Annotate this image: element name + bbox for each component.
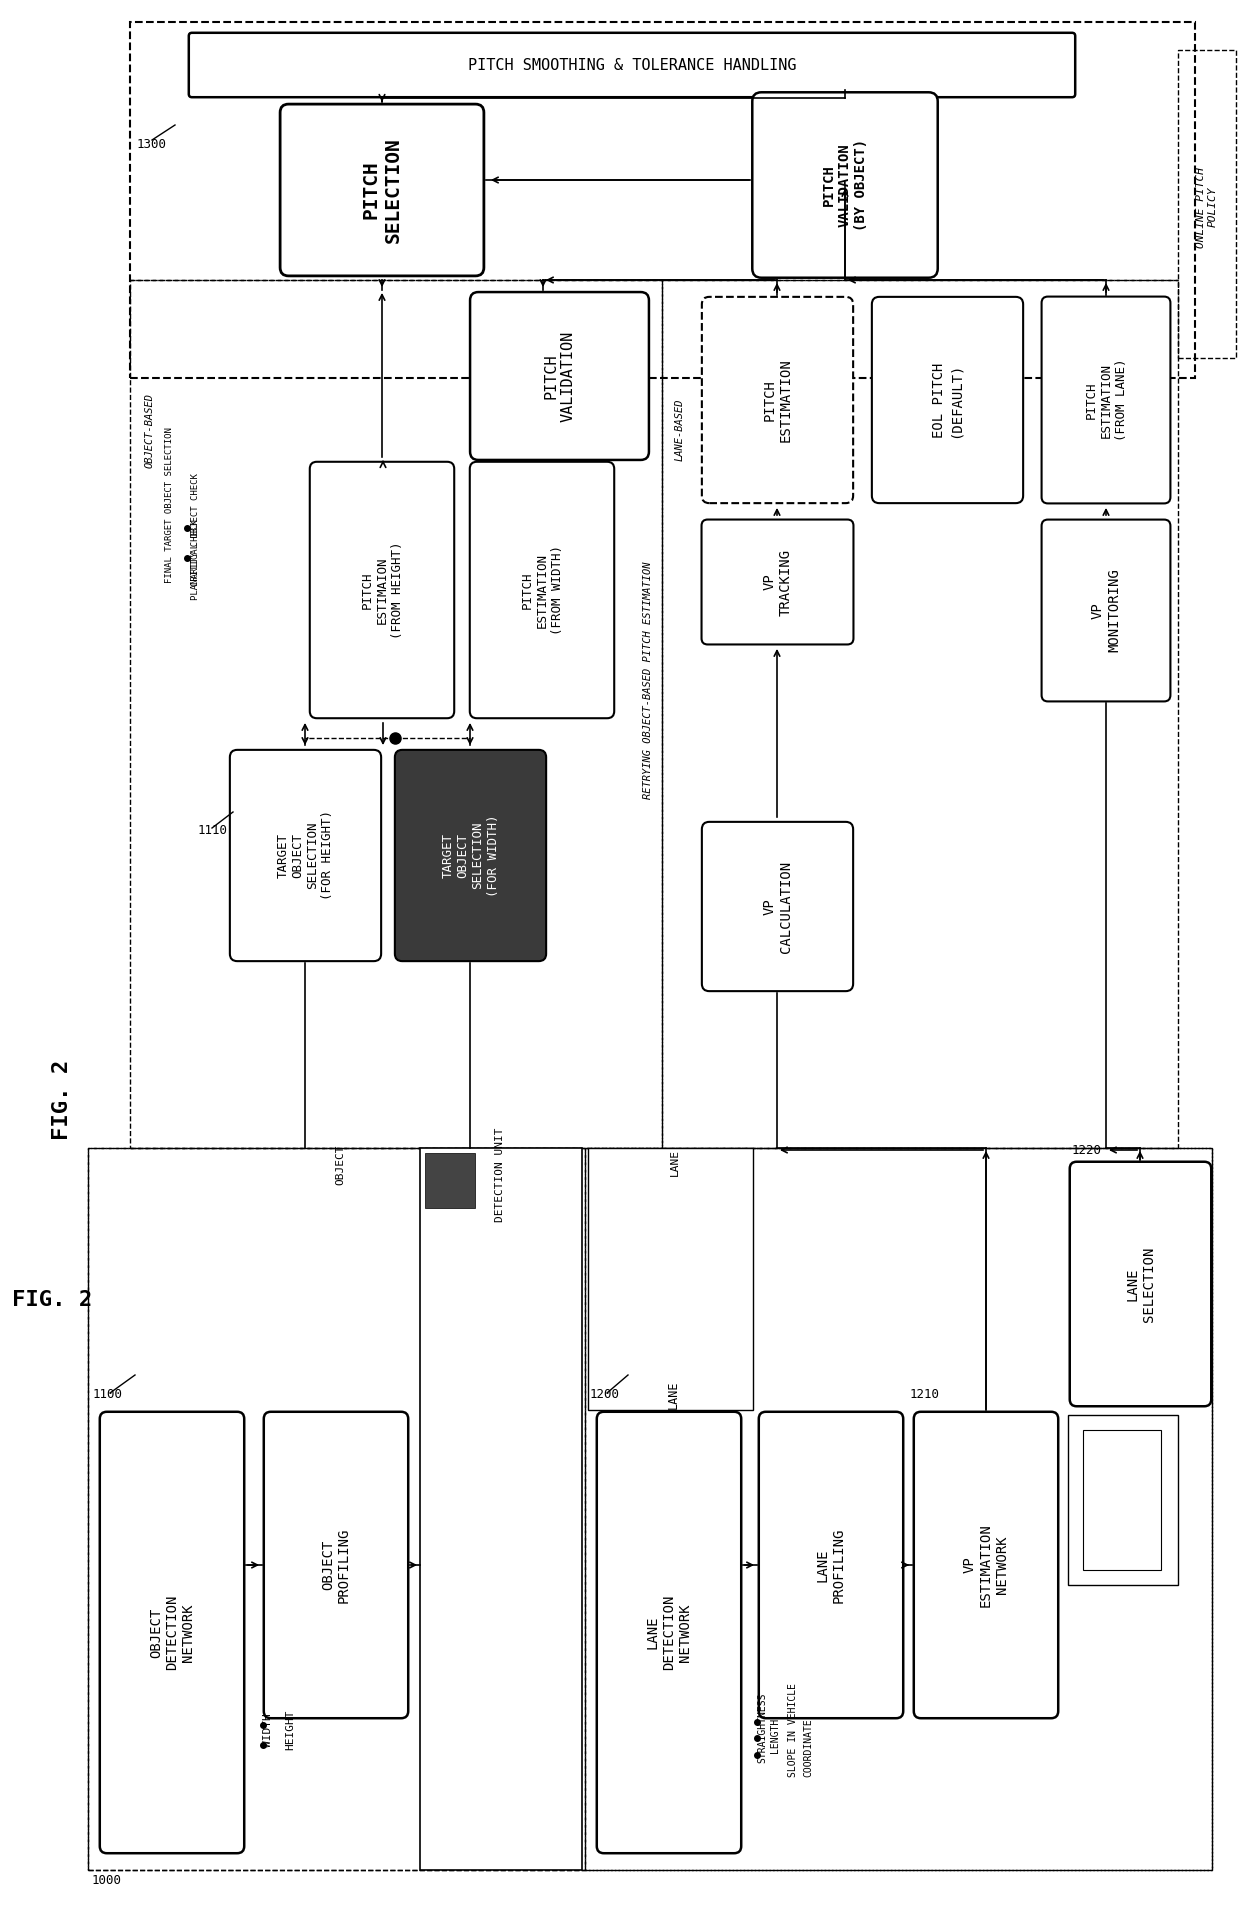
Text: WIDTH: WIDTH — [263, 1713, 273, 1747]
FancyBboxPatch shape — [310, 461, 454, 718]
FancyBboxPatch shape — [702, 821, 853, 991]
Bar — [88, 1148, 1211, 1870]
Bar — [1178, 50, 1236, 358]
Text: FINAL TARGET OBJECT SELECTION: FINAL TARGET OBJECT SELECTION — [165, 427, 175, 584]
Text: 1110: 1110 — [198, 823, 228, 836]
Text: LANE: LANE — [667, 1380, 680, 1409]
FancyBboxPatch shape — [914, 1413, 1058, 1719]
Text: PLANARITY CHECK: PLANARITY CHECK — [191, 521, 200, 601]
Text: CRITICAL OBJECT CHECK: CRITICAL OBJECT CHECK — [191, 473, 200, 586]
Text: LENGTH: LENGTH — [770, 1717, 780, 1753]
FancyBboxPatch shape — [753, 92, 937, 278]
FancyBboxPatch shape — [702, 519, 853, 645]
Text: 1100: 1100 — [93, 1388, 123, 1401]
Text: PITCH
VALIDATION: PITCH VALIDATION — [543, 331, 575, 421]
FancyBboxPatch shape — [188, 33, 1075, 98]
Bar — [420, 1148, 582, 1870]
Text: 1300: 1300 — [136, 138, 167, 151]
Text: PITCH
VALIDATION
(BY OBJECT): PITCH VALIDATION (BY OBJECT) — [822, 140, 868, 232]
Text: PITCH
ESTIMAION
(FROM HEIGHT): PITCH ESTIMAION (FROM HEIGHT) — [361, 542, 403, 639]
Text: RETRYING OBJECT-BASED PITCH ESTIMATION: RETRYING OBJECT-BASED PITCH ESTIMATION — [644, 561, 653, 798]
Text: VP
TRACKING: VP TRACKING — [763, 549, 792, 616]
Text: OBJECT-BASED: OBJECT-BASED — [145, 392, 155, 467]
Text: SLOPE IN VEHICLE: SLOPE IN VEHICLE — [787, 1682, 799, 1776]
Text: OBJECT
DETECTION
NETWORK: OBJECT DETECTION NETWORK — [149, 1594, 195, 1671]
FancyBboxPatch shape — [280, 103, 484, 276]
Text: VP
ESTIMATION
NETWORK: VP ESTIMATION NETWORK — [962, 1524, 1009, 1608]
Text: 1220: 1220 — [1073, 1143, 1102, 1156]
Text: FIG. 2: FIG. 2 — [52, 1060, 72, 1141]
FancyBboxPatch shape — [596, 1413, 742, 1853]
Text: EOL PITCH
(DEFAULT): EOL PITCH (DEFAULT) — [932, 362, 962, 438]
Text: LANE
SELECTION: LANE SELECTION — [1126, 1246, 1156, 1323]
Text: PITCH SMOOTHING & TOLERANCE HANDLING: PITCH SMOOTHING & TOLERANCE HANDLING — [467, 57, 796, 73]
FancyBboxPatch shape — [872, 297, 1023, 503]
FancyBboxPatch shape — [702, 297, 853, 503]
Bar — [585, 1148, 1211, 1870]
Text: TARGET
OBJECT
SELECTION
(FOR HEIGHT): TARGET OBJECT SELECTION (FOR HEIGHT) — [277, 810, 335, 900]
Text: 1200: 1200 — [590, 1388, 620, 1401]
FancyBboxPatch shape — [229, 750, 381, 961]
Text: DETECTION UNIT: DETECTION UNIT — [495, 1127, 505, 1223]
FancyBboxPatch shape — [264, 1413, 408, 1719]
Bar — [662, 279, 1178, 1148]
Bar — [1083, 1430, 1161, 1569]
Bar — [588, 1148, 753, 1411]
Text: 1210: 1210 — [910, 1388, 940, 1401]
Text: STRAIGHTNESS: STRAIGHTNESS — [756, 1692, 768, 1763]
Text: PITCH
ESTIMATION
(FROM WIDTH): PITCH ESTIMATION (FROM WIDTH) — [521, 545, 563, 635]
Bar — [88, 1148, 585, 1870]
Bar — [425, 1152, 475, 1208]
Text: PITCH
SELECTION: PITCH SELECTION — [362, 138, 403, 243]
Text: TARGET
OBJECT
SELECTION
(FOR WIDTH): TARGET OBJECT SELECTION (FOR WIDTH) — [441, 813, 500, 898]
FancyBboxPatch shape — [1042, 297, 1171, 503]
FancyBboxPatch shape — [1042, 519, 1171, 701]
Text: HEIGHT: HEIGHT — [285, 1709, 295, 1749]
FancyBboxPatch shape — [470, 461, 614, 718]
FancyBboxPatch shape — [99, 1413, 244, 1853]
Text: LANE
DETECTION
NETWORK: LANE DETECTION NETWORK — [646, 1594, 692, 1671]
Text: ONLINE PITCH
POLICY: ONLINE PITCH POLICY — [1197, 167, 1218, 247]
Text: VP
MONITORING: VP MONITORING — [1091, 568, 1121, 653]
Text: LANE
PROFILING: LANE PROFILING — [816, 1527, 846, 1602]
Text: OBJECT: OBJECT — [335, 1145, 345, 1185]
Text: LANE-BASED: LANE-BASED — [675, 398, 684, 461]
Text: VP
CALCULATION: VP CALCULATION — [763, 861, 792, 953]
Text: PITCH
ESTIMATION: PITCH ESTIMATION — [763, 358, 792, 442]
Text: FIG. 2: FIG. 2 — [12, 1290, 92, 1309]
Text: LANE: LANE — [670, 1148, 680, 1175]
Text: OBJECT
PROFILING: OBJECT PROFILING — [321, 1527, 351, 1602]
Bar — [1068, 1414, 1178, 1585]
Text: COORDINATE: COORDINATE — [804, 1719, 813, 1778]
FancyBboxPatch shape — [1070, 1162, 1211, 1407]
Bar — [130, 279, 662, 1148]
Bar — [130, 21, 1195, 377]
FancyBboxPatch shape — [470, 293, 649, 459]
FancyBboxPatch shape — [394, 750, 546, 961]
Text: 1000: 1000 — [92, 1874, 122, 1887]
Text: PITCH
ESTIMATION
(FROM LANE): PITCH ESTIMATION (FROM LANE) — [1085, 358, 1127, 442]
FancyBboxPatch shape — [759, 1413, 903, 1719]
